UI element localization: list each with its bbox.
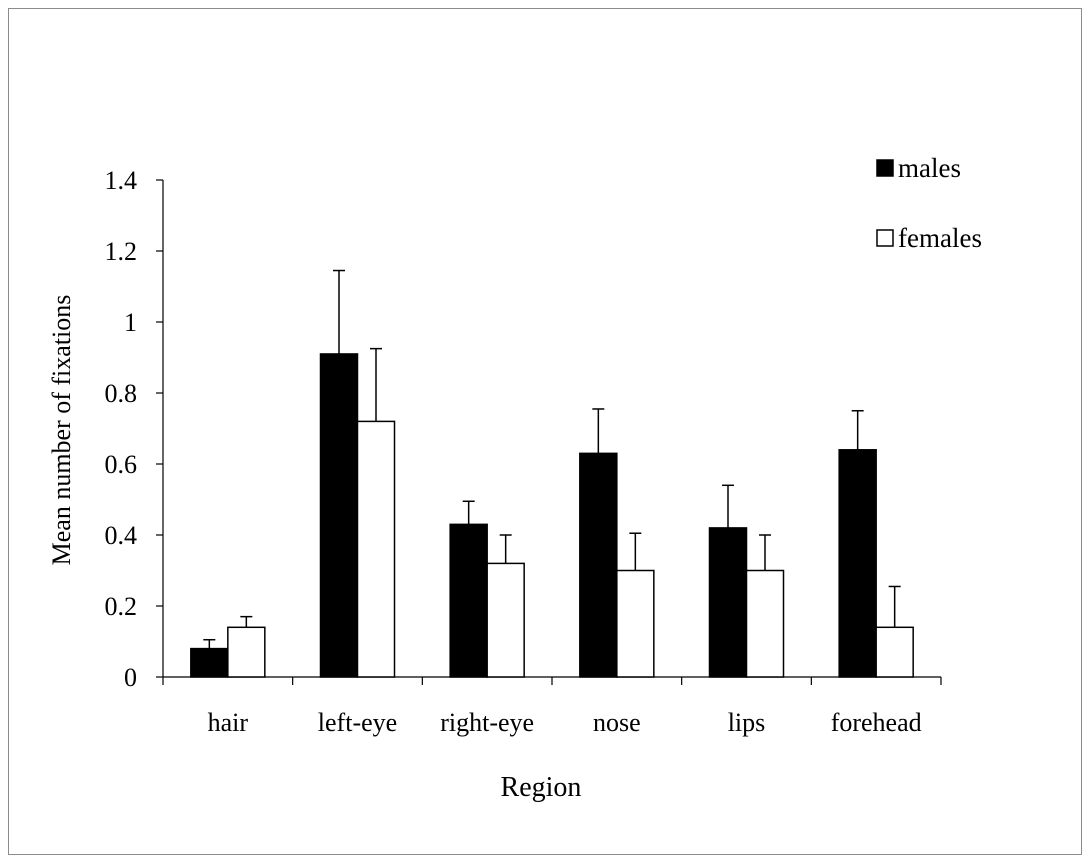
y-tick-label: 0 bbox=[124, 663, 137, 692]
bar-females-right-eye bbox=[486, 562, 525, 678]
legend: males females bbox=[876, 153, 982, 253]
bar-males-right-eye bbox=[449, 523, 488, 678]
y-tick-label: 0.6 bbox=[105, 450, 138, 479]
bar-males-lips bbox=[708, 527, 748, 678]
x-axis: hair left-eye right-eye nose lips forehead bbox=[162, 676, 942, 737]
y-tick-label: 0.8 bbox=[105, 379, 138, 408]
x-tick-label: nose bbox=[593, 708, 641, 737]
x-tick-label: hair bbox=[208, 708, 249, 737]
bar-males-nose bbox=[579, 452, 618, 678]
legend-label-males: males bbox=[898, 153, 961, 183]
chart-frame bbox=[8, 8, 1082, 855]
y-tick-label: 1.2 bbox=[105, 237, 138, 266]
x-axis-title: Region bbox=[501, 772, 582, 803]
bar-males-left-eye bbox=[319, 353, 359, 678]
x-tick-label: forehead bbox=[831, 708, 922, 737]
legend-label-females: females bbox=[898, 223, 982, 253]
y-tick-label: 0.4 bbox=[105, 521, 138, 550]
legend-swatch-females bbox=[876, 229, 894, 247]
bar-males-hair bbox=[190, 647, 229, 678]
y-tick-label: 0.2 bbox=[105, 592, 138, 621]
legend-swatch-males bbox=[876, 159, 894, 177]
y-tick-label: 1.4 bbox=[105, 166, 138, 195]
x-tick-label: left-eye bbox=[318, 708, 397, 737]
bar-females-left-eye bbox=[356, 420, 396, 678]
bar-males-forehead bbox=[838, 449, 877, 678]
bar-females-forehead bbox=[875, 626, 914, 678]
x-tick-label: right-eye bbox=[440, 708, 534, 737]
bar-females-lips bbox=[745, 569, 785, 678]
x-tick-label: lips bbox=[728, 708, 766, 737]
bars bbox=[190, 269, 914, 678]
y-axis-title: Mean number of fixations bbox=[47, 295, 76, 566]
bar-females-hair bbox=[227, 626, 266, 678]
y-axis: 0 0.2 0.4 0.6 0.8 1 1.2 1.4 bbox=[105, 166, 164, 692]
y-tick-label: 1 bbox=[124, 308, 137, 337]
bar-females-nose bbox=[616, 569, 655, 678]
